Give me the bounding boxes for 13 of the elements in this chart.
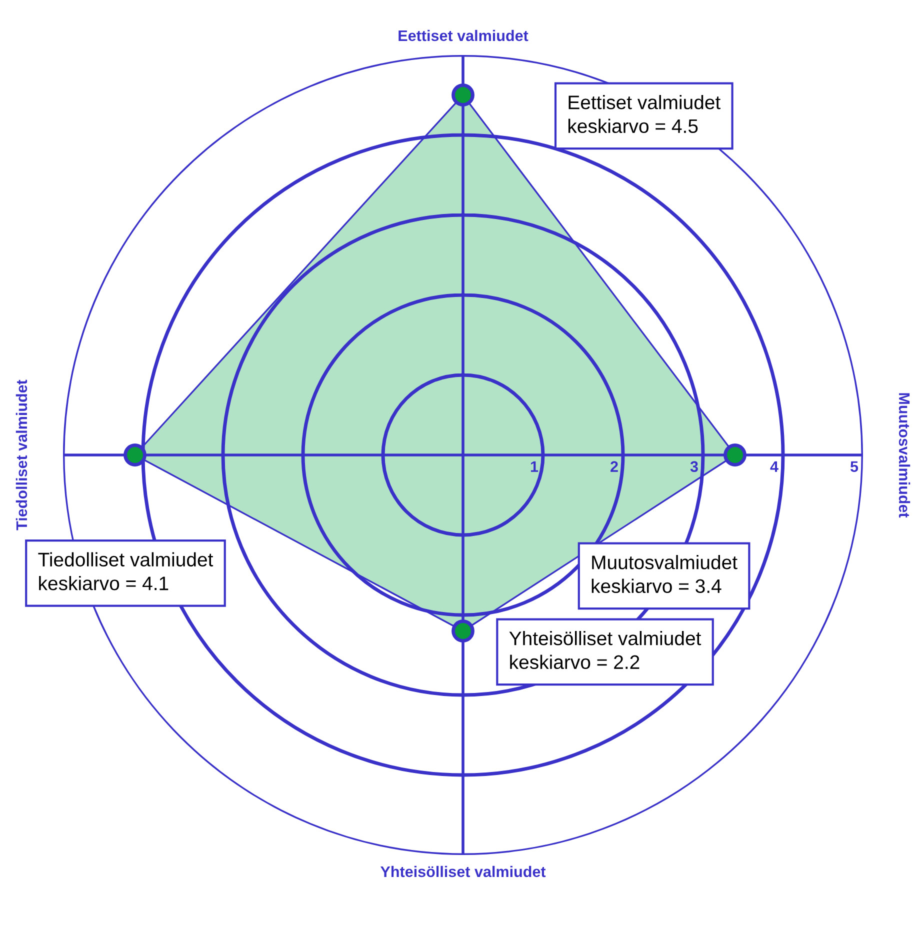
spoke-label: Eettiset valmiudet xyxy=(398,30,528,42)
text: Yhteisölliset valmiudet keskiarvo = 2.2 xyxy=(509,631,702,670)
spoke-label: Yhteisölliset valmiudet xyxy=(380,866,546,878)
spoke-label: Muutosvalmiudet xyxy=(898,393,910,518)
y-tick-label: 4 xyxy=(770,461,778,472)
text: Muutosvalmiudet keskiarvo = 3.4 xyxy=(592,555,738,594)
y-tick-label: 5 xyxy=(850,461,858,472)
y-tick-label: 1 xyxy=(530,461,538,472)
y-tick-label: 2 xyxy=(610,461,618,472)
text: Tiedolliset valmiudet keskiarvo = 4.1 xyxy=(38,552,214,590)
text: Eettiset valmiudet keskiarvo = 4.5 xyxy=(568,95,720,134)
y-tick-label: 3 xyxy=(690,461,698,472)
spoke-label: Tiedolliset valmiudet xyxy=(16,380,28,530)
